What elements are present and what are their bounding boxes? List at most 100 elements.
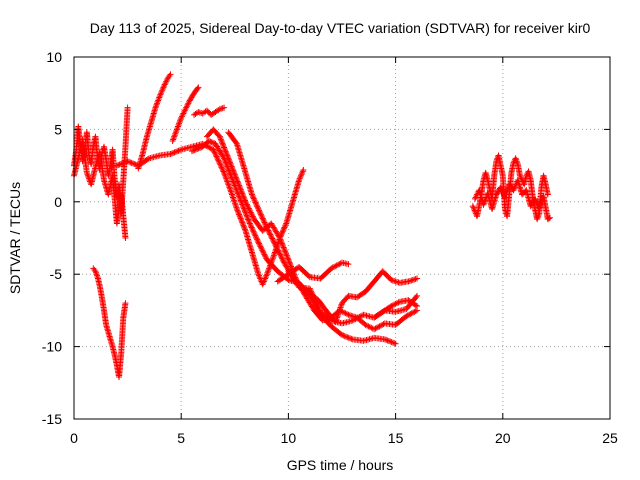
data-point: [246, 206, 253, 213]
data-point: [534, 214, 541, 221]
data-point: [513, 156, 520, 163]
y-tick-label: -15: [42, 411, 62, 427]
data-point: [391, 340, 398, 347]
data-point: [239, 220, 246, 227]
y-tick-label: 0: [54, 194, 62, 210]
data-point: [535, 213, 542, 220]
data-point: [246, 220, 253, 227]
data-point: [314, 302, 321, 309]
data-point: [177, 116, 184, 123]
data-point: [388, 303, 395, 310]
data-point: [163, 78, 170, 85]
data-point: [260, 216, 267, 223]
data-point: [237, 215, 244, 222]
data-point: [284, 255, 291, 262]
data-point: [534, 216, 541, 223]
data-point: [222, 147, 229, 154]
series-dip-track: [90, 265, 129, 381]
data-point: [233, 206, 240, 213]
data-point: [230, 168, 237, 175]
data-point: [251, 196, 258, 203]
data-point: [194, 145, 201, 152]
data-point: [192, 146, 199, 153]
data-point: [279, 255, 286, 262]
data-point: [316, 306, 323, 313]
y-tick-label: -10: [42, 339, 62, 355]
data-point: [248, 210, 255, 217]
data-point: [256, 274, 263, 281]
data-point: [296, 175, 303, 182]
data-point: [173, 126, 180, 133]
data-point: [327, 316, 334, 323]
data-point: [217, 134, 224, 141]
data-point: [172, 129, 179, 136]
data-point: [251, 231, 258, 238]
data-point: [238, 187, 245, 194]
data-point: [236, 212, 243, 219]
data-point: [267, 232, 274, 239]
data-point: [328, 265, 335, 272]
data-point: [231, 170, 238, 177]
data-point: [182, 106, 189, 113]
data-point: [368, 324, 375, 331]
data-point: [282, 248, 289, 255]
data-point: [511, 185, 518, 192]
data-point: [225, 181, 232, 188]
data-point: [119, 160, 126, 167]
data-point: [233, 175, 240, 182]
data-point: [341, 333, 348, 340]
data-point: [412, 308, 419, 315]
data-point: [282, 223, 289, 230]
data-point: [157, 90, 164, 97]
data-point: [383, 336, 390, 343]
data-point: [283, 251, 290, 258]
data-point: [170, 135, 177, 142]
data-point: [265, 228, 272, 235]
data-point: [194, 85, 201, 92]
data-point: [219, 165, 226, 172]
data-point: [339, 332, 345, 339]
data-point: [117, 160, 124, 167]
data-point: [345, 261, 352, 268]
data-point: [273, 243, 280, 250]
data-point: [156, 94, 163, 101]
data-point: [311, 296, 318, 303]
data-point: [280, 243, 287, 250]
data-point: [121, 159, 128, 166]
data-point: [240, 193, 247, 200]
data-point: [129, 160, 136, 167]
data-point: [209, 139, 216, 146]
data-point: [116, 161, 123, 168]
data-point: [185, 100, 192, 107]
data-point: [223, 149, 230, 156]
data-point: [277, 251, 284, 258]
data-point: [469, 203, 476, 210]
data-point: [298, 171, 305, 178]
data-point: [244, 215, 251, 222]
data-point: [163, 77, 170, 84]
data-point: [256, 242, 263, 249]
data-point: [307, 287, 314, 294]
x-tick-label: 10: [281, 430, 297, 446]
data-point: [229, 164, 236, 171]
data-point: [387, 338, 394, 345]
data-point: [226, 159, 233, 166]
data-point: [235, 208, 242, 215]
data-point: [278, 240, 285, 247]
data-point: [262, 275, 269, 282]
y-tick-label: 10: [46, 49, 62, 65]
data-point: [237, 185, 244, 192]
data-point: [235, 179, 242, 186]
data-point: [389, 339, 396, 346]
data-point: [353, 315, 360, 322]
data-point: [385, 337, 392, 344]
series-track-b: [71, 136, 129, 241]
data-point: [220, 141, 227, 148]
data-point: [296, 177, 303, 184]
data-point: [171, 133, 178, 140]
data-point: [228, 162, 235, 169]
data-point: [282, 249, 289, 256]
data-point: [282, 221, 289, 228]
data-point: [173, 127, 180, 134]
data-point: [408, 310, 415, 317]
